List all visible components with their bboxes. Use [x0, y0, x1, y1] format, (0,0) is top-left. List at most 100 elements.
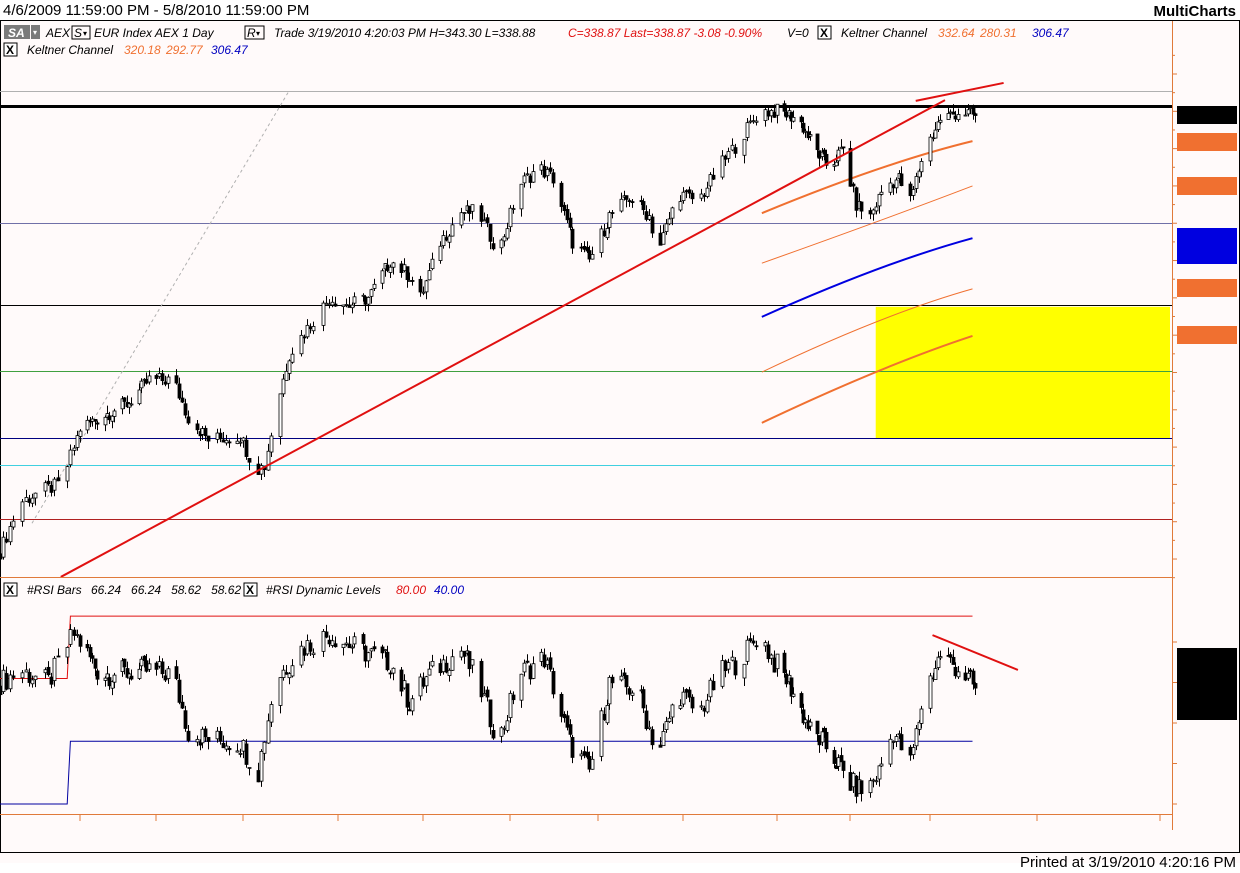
- s-button-label: S: [74, 26, 82, 40]
- symbol-description: EUR Index AEX 1 Day: [94, 26, 215, 40]
- rsi-bar-body: [27, 672, 32, 683]
- price-candle-body: [163, 381, 168, 385]
- price-candle-body: [559, 182, 564, 207]
- rsi-bar-body: [385, 651, 390, 671]
- keltner2-close-button[interactable]: [3, 42, 18, 57]
- rsi-bar-body: [324, 631, 329, 638]
- price-candle-body: [344, 304, 349, 306]
- rsi-bar-body: [968, 669, 973, 672]
- price-candle-body: [784, 111, 789, 118]
- rsi-bar-body: [244, 743, 249, 765]
- rsi-bar-body: [154, 662, 159, 670]
- rsi-bar-body: [836, 757, 841, 767]
- rsi-bar-body: [110, 681, 115, 689]
- rsi-bar-body: [702, 707, 707, 712]
- s-dropdown-button[interactable]: [71, 25, 91, 40]
- rsi-bar-body: [139, 658, 144, 667]
- rsi-bar-body: [363, 645, 368, 662]
- price-candle-body: [705, 187, 710, 197]
- sa-button[interactable]: [4, 25, 30, 39]
- price-candle-body: [299, 334, 304, 355]
- rsi-bar-body: [582, 751, 587, 756]
- rsi-bar-body: [388, 672, 393, 675]
- price-candle-body: [859, 201, 864, 212]
- rsi-bar-body: [742, 663, 747, 679]
- range-title: 4/6/2009 11:59:00 PM - 5/8/2010 11:59:00…: [3, 2, 309, 19]
- rsi-bar-body: [485, 689, 490, 698]
- rsi-bar-body: [658, 744, 663, 748]
- price-candle-body: [772, 111, 777, 118]
- price-candle-body: [24, 497, 29, 502]
- rsi-bar-body: [269, 704, 274, 723]
- rsi-bar-body: [391, 667, 396, 674]
- rsi-bar-body: [624, 675, 629, 688]
- rsi-bar-body: [801, 709, 806, 724]
- rsi-bar-body: [206, 737, 211, 742]
- price-candle-body: [848, 148, 853, 187]
- keltner-line: [761, 288, 973, 373]
- rsi-bar-body: [678, 705, 683, 709]
- price-candle-body: [899, 173, 904, 187]
- rsi-bar-body: [321, 631, 326, 652]
- price-candle-body: [951, 111, 956, 115]
- rsi-bar-body: [859, 780, 864, 794]
- symbol-label: AEX: [45, 26, 71, 40]
- price-candle-body: [95, 422, 100, 425]
- rsi-bar-body: [238, 753, 243, 755]
- price-candle-body: [570, 228, 575, 249]
- price-candle-body: [733, 147, 738, 154]
- rsi-bar-body: [467, 651, 472, 670]
- price-candle-body: [110, 415, 115, 422]
- rsi-bar-body: [963, 672, 968, 681]
- rsi-bar-body: [90, 655, 95, 659]
- rsi-bar-body: [459, 650, 464, 658]
- rsi-bar-body: [684, 689, 689, 693]
- price-candle-body: [93, 419, 98, 422]
- price-candle-body: [352, 296, 357, 304]
- rsi-bar-body: [72, 629, 77, 636]
- rsi-header: X #RSI Bars 66.24 66.24 58.62 58.62 X #R…: [3, 582, 464, 597]
- sa-dropdown-button[interactable]: [31, 25, 40, 39]
- price-candle-body: [808, 134, 813, 137]
- rsi-bar-body: [366, 652, 371, 662]
- price-candle-body: [545, 168, 550, 177]
- rsi-bar-body: [936, 656, 941, 668]
- price-candle-body: [841, 146, 846, 149]
- price-candle-body: [247, 457, 252, 463]
- trade-info: Trade 3/19/2010 4:20:03 PM H=343.30 L=33…: [274, 26, 536, 40]
- rsi-bar-body: [424, 676, 429, 687]
- rsi-bar-body: [839, 755, 844, 763]
- rsi-bar-body: [754, 645, 759, 648]
- keltner1-name: Keltner Channel: [841, 26, 927, 40]
- price-candle-body: [953, 115, 958, 120]
- rsi-bar-body: [711, 680, 716, 691]
- price-candle-body: [822, 149, 827, 155]
- price-candle-body: [327, 303, 332, 306]
- r-dropdown-button[interactable]: [244, 25, 265, 40]
- rsi-levels-close-button[interactable]: [243, 582, 258, 597]
- price-label-badge: [1177, 177, 1237, 195]
- price-candle-body: [726, 151, 731, 159]
- price-label-badge: [1177, 279, 1237, 297]
- price-candle-body: [385, 264, 390, 271]
- price-candle-body: [769, 109, 774, 117]
- rsi-bars-close-button[interactable]: [3, 582, 18, 597]
- rsi-bar-body: [352, 636, 357, 645]
- rsi-bar-body: [402, 680, 407, 689]
- price-candle-body: [647, 215, 652, 220]
- price-candle-body: [933, 129, 938, 139]
- price-candle-body: [482, 219, 487, 222]
- rsi-bar-body: [824, 731, 829, 750]
- rsi-bar-body: [52, 657, 57, 682]
- price-candle-body: [803, 130, 808, 133]
- x-box-icon: X: [246, 583, 254, 597]
- price-candle-body: [610, 212, 615, 214]
- price-candle-body: [380, 270, 385, 284]
- rsi-bar-body: [772, 657, 777, 673]
- rsi-levels-name: #RSI Dynamic Levels: [266, 583, 381, 597]
- rsi-bar-body: [627, 688, 632, 695]
- rsi-bar-body: [1, 669, 6, 692]
- trend-line: [60, 99, 946, 578]
- price-candle-body: [438, 245, 443, 261]
- keltner1-close-button[interactable]: [817, 25, 832, 40]
